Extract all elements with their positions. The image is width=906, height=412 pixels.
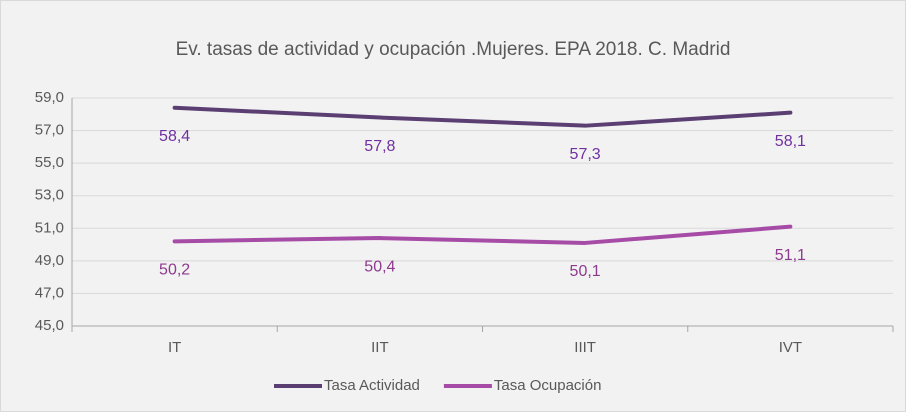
y-tick-label: 55,0 (35, 154, 64, 171)
y-tick-label: 57,0 (35, 122, 64, 139)
legend-label: Tasa Actividad (324, 377, 420, 394)
legend-label: Tasa Ocupación (494, 377, 602, 394)
y-tick-label: 59,0 (35, 89, 64, 106)
y-tick-label: 49,0 (35, 252, 64, 269)
line-series (172, 105, 793, 128)
data-label: 50,1 (570, 263, 601, 280)
x-tick-label: IIIT (574, 339, 596, 356)
y-tick-label: 53,0 (35, 187, 64, 204)
x-tick-label: IIT (371, 339, 389, 356)
data-label: 57,8 (364, 138, 395, 155)
x-tick-label: IVT (779, 339, 802, 356)
data-label: 50,2 (159, 262, 190, 279)
line-series (172, 224, 793, 245)
data-label: 51,1 (775, 247, 806, 264)
data-label: 58,1 (775, 133, 806, 150)
x-tick-label: IT (168, 339, 181, 356)
data-label: 57,3 (570, 146, 601, 163)
y-tick-label: 47,0 (35, 284, 64, 301)
chart-title: Ev. tasas de actividad y ocupación .Muje… (176, 39, 731, 60)
data-label: 58,4 (159, 128, 190, 145)
y-tick-label: 45,0 (35, 317, 64, 334)
data-label: 50,4 (364, 258, 395, 275)
y-tick-label: 51,0 (35, 219, 64, 236)
